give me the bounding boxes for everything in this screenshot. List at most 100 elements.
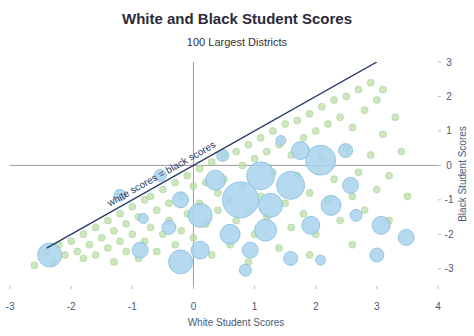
x-tick <box>254 286 255 289</box>
point <box>178 227 185 234</box>
bubble <box>132 242 148 258</box>
subtitle: 100 Largest Districts <box>187 36 288 48</box>
point <box>104 245 111 252</box>
bubble <box>247 162 275 190</box>
point <box>349 124 356 131</box>
point <box>263 148 270 155</box>
point <box>337 217 344 224</box>
point <box>123 248 130 255</box>
point <box>196 165 203 172</box>
reference-line <box>47 62 377 248</box>
bubble <box>316 255 326 265</box>
bubble <box>239 264 251 276</box>
x-tick-label: 3 <box>374 301 380 312</box>
point <box>355 169 362 176</box>
x-tick-label: -2 <box>67 301 76 312</box>
point <box>208 158 215 165</box>
point <box>62 251 69 258</box>
bubble <box>162 220 176 234</box>
point <box>331 96 338 103</box>
bubble <box>276 136 286 146</box>
x-tick <box>315 286 316 289</box>
x-tick <box>10 286 11 289</box>
y-tick <box>438 96 441 97</box>
point <box>153 248 160 255</box>
point <box>367 152 374 159</box>
y-tick-label: -3 <box>445 263 454 274</box>
y-tick-label: 0 <box>446 160 452 171</box>
point <box>68 238 75 245</box>
point <box>398 148 405 155</box>
point <box>312 127 319 134</box>
point <box>239 162 246 169</box>
point <box>269 127 276 134</box>
bubble <box>258 193 282 217</box>
point <box>74 248 81 255</box>
point <box>386 172 393 179</box>
x-tick-label: 0 <box>191 301 197 312</box>
point <box>208 251 215 258</box>
point <box>379 131 386 138</box>
y-tick <box>438 130 441 131</box>
point <box>257 134 264 141</box>
y-tick-label: -1 <box>445 194 454 205</box>
point <box>110 258 117 265</box>
point <box>172 241 179 248</box>
bubble <box>188 203 212 227</box>
bubble <box>284 251 298 265</box>
chart: White and Black Student Scores100 Larges… <box>0 0 474 336</box>
point <box>165 200 172 207</box>
bubble <box>372 216 390 234</box>
point <box>117 238 124 245</box>
point <box>153 207 160 214</box>
point <box>349 193 356 200</box>
point <box>110 227 117 234</box>
x-tick <box>376 286 377 289</box>
y-tick-label: 1 <box>446 125 452 136</box>
y-tick-label: 3 <box>446 57 452 68</box>
bubble <box>255 219 277 241</box>
point <box>349 241 356 248</box>
point <box>80 231 87 238</box>
point <box>86 241 93 248</box>
point <box>306 189 313 196</box>
bubble <box>242 242 258 258</box>
x-tick-label: -3 <box>6 301 15 312</box>
point <box>355 86 362 93</box>
point <box>172 179 179 186</box>
bubble <box>350 209 362 221</box>
bubble <box>220 224 240 244</box>
plot-area <box>31 62 414 276</box>
point <box>361 207 368 214</box>
x-tick <box>71 286 72 289</box>
x-tick-label: 1 <box>252 301 258 312</box>
point <box>129 203 136 210</box>
y-tick <box>438 268 441 269</box>
x-axis <box>10 165 438 166</box>
point <box>343 93 350 100</box>
point <box>104 217 111 224</box>
point <box>373 186 380 193</box>
point <box>123 220 130 227</box>
point <box>318 103 325 110</box>
point <box>306 110 313 117</box>
bubble <box>370 248 384 262</box>
bubble <box>138 213 148 223</box>
point <box>190 183 197 190</box>
bubble <box>169 250 193 274</box>
y-tick <box>438 234 441 235</box>
point <box>117 210 124 217</box>
point <box>300 210 307 217</box>
x-tick-label: 4 <box>435 301 441 312</box>
point <box>379 86 386 93</box>
y-tick <box>438 62 441 63</box>
x-tick <box>438 286 439 289</box>
point <box>233 148 240 155</box>
bubble <box>302 216 320 234</box>
point <box>306 251 313 258</box>
point <box>129 231 136 238</box>
point <box>159 186 166 193</box>
point <box>245 141 252 148</box>
point <box>147 193 154 200</box>
y-tick-label: 2 <box>446 91 452 102</box>
